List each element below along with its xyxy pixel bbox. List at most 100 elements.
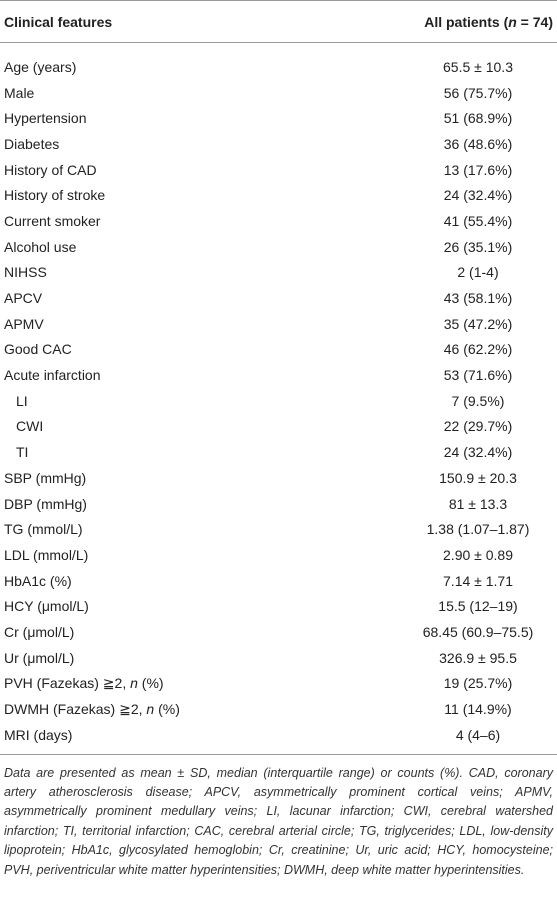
row-value: 41 (55.4%) [443,212,513,229]
row-value: 35 (47.2%) [443,315,513,332]
text-segment: DWMH (Fazekas) ≧2, [4,700,147,717]
table: Clinical features All patients (n = 74) A… [0,0,557,755]
table-row: HbA1c (%) 7.14 ± 1.71 [0,568,557,594]
column-header: Clinical features [0,0,399,43]
row-label: Hypertension [4,110,87,127]
table-row: Age (years) 65.5 ± 10.3 [0,43,557,80]
row-value: 7 (9.5%) [451,392,505,409]
row-label: Good CAC [4,341,72,358]
row-label: HCY (μmol/L) [4,598,89,615]
italic-text: n [508,13,517,30]
text-segment: (%) [137,674,164,691]
table-row: LDL (mmol/L) 2.90 ± 0.89 [0,542,557,568]
table-row: SBP (mmHg) 150.9 ± 20.3 [0,465,557,491]
row-label: PVH (Fazekas) ≧2, n (%) [0,671,399,697]
row-label: History of CAD [4,161,97,178]
row-label: Cr (μmol/L) [4,623,75,640]
row-label: Current smoker [4,212,101,229]
row-value: 24 (32.4%) [443,187,513,204]
row-value: 326.9 ± 95.5 [439,649,517,666]
header-row: Clinical features All patients (n = 74) [0,0,557,43]
row-value: 15.5 (12–19) [438,598,518,615]
row-value: 56 (75.7%) [443,84,513,101]
row-label: Male [4,84,35,101]
row-value: 81 ± 13.3 [448,495,508,512]
document: Clinical features All patients (n = 74) A… [0,0,557,877]
table-row: TG (mmol/L) 1.38 (1.07–1.87) [0,516,557,542]
row-value: 36 (48.6%) [443,135,513,152]
row-value: 22 (29.7%) [443,418,513,435]
table-row: Diabetes 36 (48.6%) [0,131,557,157]
text-segment: PVH (Fazekas) ≧2, [4,674,131,691]
table-row: History of CAD 13 (17.6%) [0,157,557,183]
table-row: APMV 35 (47.2%) [0,311,557,337]
table-row: NIHSS 2 (1-4) [0,260,557,286]
table-header: Clinical features All patients (n = 74) [0,0,557,43]
table-row: HCY (μmol/L) 15.5 (12–19) [0,593,557,619]
table-row: APCV 43 (58.1%) [0,285,557,311]
row-value: 65.5 ± 10.3 [443,58,513,75]
table-row: Alcohol use 26 (35.1%) [0,234,557,260]
row-value: 46 (62.2%) [443,341,513,358]
row-value: 2.90 ± 0.89 [443,546,513,563]
row-label: Diabetes [4,135,60,152]
column-header: All patients (n = 74) [399,0,557,43]
sub-row: LI 7 (9.5%) [0,388,557,414]
table-body: Age (years) 65.5 ± 10.3 Male 56 (75.7%) Hype… [0,43,557,755]
row-value: 26 (35.1%) [443,238,513,255]
row-label: Age (years) [4,58,77,75]
text-segment: All patients ( [424,13,509,30]
row-label: TI [16,444,29,461]
row-value: 43 (58.1%) [443,290,513,307]
row-label: NIHSS [4,264,47,281]
row-label: SBP (mmHg) [4,469,87,486]
row-label: HbA1c (%) [4,572,72,589]
table-row: Current smoker 41 (55.4%) [0,208,557,234]
row-label: APCV [4,290,43,307]
row-value: 4 (4–6) [455,726,501,743]
sub-row: TI 24 (32.4%) [0,439,557,465]
italic-text: n [130,674,138,691]
row-label: Ur (μmol/L) [4,649,75,666]
row-value: 68.45 (60.9–75.5) [422,623,534,640]
row-value: 13 (17.6%) [443,161,513,178]
row-value: 150.9 ± 20.3 [439,469,517,486]
table-row: PVH (Fazekas) ≧2, n (%) 19 (25.7%) [0,671,557,697]
table-row: Hypertension 51 (68.9%) [0,105,557,131]
row-label: MRI (days) [4,726,73,743]
table-row: MRI (days) 4 (4–6) [0,722,557,754]
row-label: CWI [16,418,44,435]
row-label: Alcohol use [4,238,77,255]
row-value: 51 (68.9%) [443,110,513,127]
row-value: 53 (71.6%) [443,367,513,384]
table-row: DWMH (Fazekas) ≧2, n (%) 11 (14.9%) [0,696,557,722]
row-label: DWMH (Fazekas) ≧2, n (%) [0,696,399,722]
table-row: DBP (mmHg) 81 ± 13.3 [0,491,557,517]
sub-row: CWI 22 (29.7%) [0,414,557,440]
table-row: Ur (μmol/L) 326.9 ± 95.5 [0,645,557,671]
row-label: LI [16,392,28,409]
row-label: APMV [4,315,44,332]
table-row: Male 56 (75.7%) [0,80,557,106]
footnote: Data are presented as mean ± SD, median … [4,765,553,877]
row-label: LDL (mmol/L) [4,546,89,563]
row-label: TG (mmol/L) [4,521,83,538]
row-value: 24 (32.4%) [443,444,513,461]
text-segment: (%) [154,700,180,717]
table-row: Good CAC 46 (62.2%) [0,337,557,363]
table-row: History of stroke 24 (32.4%) [0,182,557,208]
row-value: 2 (1-4) [457,264,499,281]
row-label: Acute infarction [4,367,101,384]
text-segment: = 74) [516,13,553,30]
row-label: DBP (mmHg) [4,495,87,512]
row-value: 11 (14.9%) [444,701,512,718]
table-row: Cr (μmol/L) 68.45 (60.9–75.5) [0,619,557,645]
table-row: Acute infarction 53 (71.6%) [0,362,557,388]
row-value: 19 (25.7%) [443,675,513,692]
row-value: 1.38 (1.07–1.87) [426,521,530,538]
row-label: History of stroke [4,187,106,204]
italic-text: n [146,700,155,717]
row-value: 7.14 ± 1.71 [443,572,513,589]
